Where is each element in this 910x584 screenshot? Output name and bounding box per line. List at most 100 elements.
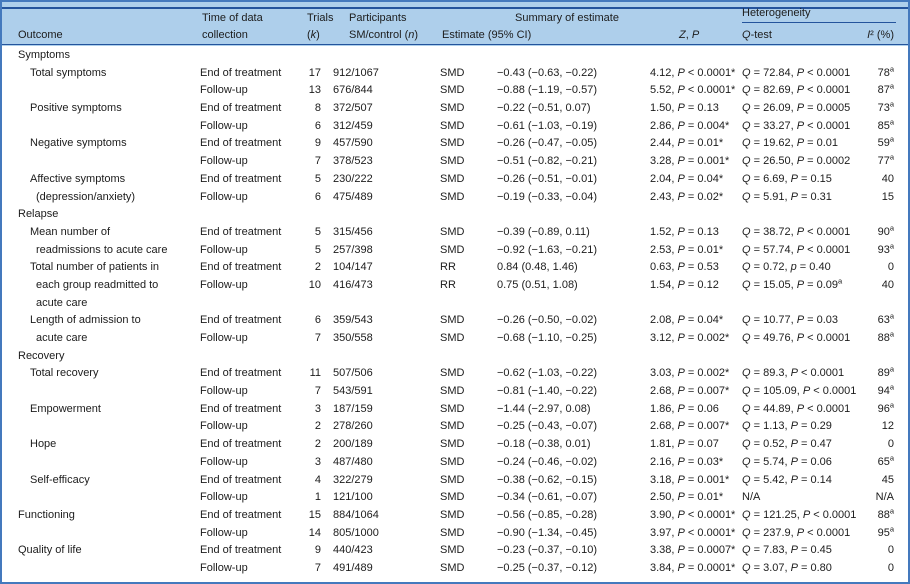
ci-cell: −1.44 (−2.97, 0.08): [497, 401, 650, 419]
outcome-cell-text: Empowerment: [30, 402, 101, 415]
outcome-cell: Empowerment: [16, 401, 200, 419]
participants-cell-text: 475/489: [333, 190, 373, 203]
estimate-type-cell: SMD: [440, 118, 497, 136]
zp-cell: 2.04, P = 0.04*: [650, 171, 742, 189]
time-cell: [200, 295, 303, 313]
ci-cell-text: −0.92 (−1.63, −0.21): [497, 243, 597, 256]
i2-cell: 0: [858, 259, 894, 277]
zp-cell-text: 1.54, P = 0.12: [650, 278, 719, 291]
estimate-type-cell-text: SMD: [440, 243, 465, 256]
qtest-cell: Q = 38.72, P < 0.0001: [742, 224, 858, 242]
trials-cell: 7: [303, 560, 333, 578]
zp-cell: 2.50, P = 0.01*: [650, 489, 742, 507]
trials-cell-text: 3: [314, 455, 321, 468]
zp-cell-text: 3.84, P = 0.0001*: [650, 561, 736, 574]
ci-cell: −0.26 (−0.50, −0.02): [497, 312, 650, 330]
estimate-type-cell: RR: [440, 277, 497, 295]
estimate-type-cell: SMD: [440, 312, 497, 330]
participants-cell: 350/558: [333, 330, 440, 348]
zp-cell: 2.86, P = 0.004*: [650, 118, 742, 136]
participants-cell: [333, 295, 440, 313]
ci-cell: −0.56 (−0.85, −0.28): [497, 507, 650, 525]
trials-cell-text: 1: [314, 491, 321, 504]
trials-cell-text: 11: [309, 367, 321, 380]
ci-cell-text: −0.22 (−0.51, 0.07): [497, 102, 591, 115]
ci-cell-text: −0.18 (−0.38, 0.01): [497, 438, 591, 451]
time-cell: Follow-up: [200, 383, 303, 401]
qtest-cell-text: Q = 10.77, P = 0.03: [742, 314, 839, 327]
trials-cell-text: 7: [314, 332, 321, 344]
participants-cell: 487/480: [333, 454, 440, 472]
superscript-a: a: [889, 400, 894, 410]
zp-cell: 1.86, P = 0.06: [650, 401, 742, 419]
outcome-cell: Affective symptoms: [16, 171, 200, 189]
zp-cell: 2.43, P = 0.02*: [650, 189, 742, 207]
trials-cell-text: 6: [314, 190, 321, 203]
participants-cell-text: 507/506: [333, 367, 373, 380]
participants-cell: 475/489: [333, 189, 440, 207]
ci-cell-text: −0.39 (−0.89, 0.11): [497, 225, 590, 238]
zp-cell-text: 2.50, P = 0.01*: [650, 491, 724, 504]
superscript-a: a: [838, 276, 843, 286]
zp-cell-text: 2.44, P = 0.01*: [650, 137, 724, 150]
time-cell-text: Follow-up: [200, 332, 248, 344]
i2-cell-text: 0: [887, 438, 894, 451]
zp-cell: 1.50, P = 0.13: [650, 100, 742, 118]
trials-cell: 2: [303, 436, 333, 454]
participants-cell-text: 372/507: [333, 102, 373, 115]
trials-cell-text: 5: [314, 172, 321, 185]
trials-cell: 17: [303, 65, 333, 83]
outcome-cell: Mean number of: [16, 224, 200, 242]
table-row: Follow-up 7 491/489 SMD −0.25 (−0.37, −0.12)…: [16, 560, 894, 578]
zp-cell-text: 3.97, P < 0.0001*: [650, 526, 736, 539]
table-row: Relapse: [16, 206, 894, 224]
estimate-type-cell-text: SMD: [440, 508, 465, 521]
time-cell: Follow-up: [200, 525, 303, 543]
outcome-cell: Positive symptoms: [16, 100, 200, 118]
outcome-cell: [16, 82, 200, 100]
qtest-cell: Q = 5.74, P = 0.06: [742, 454, 858, 472]
table-row: Empowerment End of treatment 3 187/159 SMD −1…: [16, 401, 894, 419]
qtest-cell: Q = 0.72, p = 0.40: [742, 259, 858, 277]
time-cell-text: End of treatment: [200, 261, 282, 274]
trials-cell: 7: [303, 153, 333, 171]
col-header-zp: Z, P: [679, 29, 700, 41]
table-row: Total symptoms End of treatment 17 912/1067…: [16, 65, 894, 83]
estimate-type-cell: SMD: [440, 525, 497, 543]
zp-cell-text: 0.63, P = 0.53: [650, 261, 719, 274]
time-cell-text: End of treatment: [200, 367, 282, 380]
i2-cell: N/A: [858, 489, 894, 507]
i2-cell: 45: [858, 472, 894, 490]
time-cell: Follow-up: [200, 118, 303, 136]
trials-cell: 5: [303, 171, 333, 189]
superscript-a: a: [889, 506, 894, 516]
i2-cell-text: 0: [887, 561, 894, 574]
qtest-cell: [742, 348, 858, 366]
outcome-cell-text: Relapse: [18, 208, 59, 221]
outcome-cell-text: Total number of patients in: [30, 261, 160, 274]
i2-cell: 93a: [858, 242, 894, 260]
qtest-cell-text: Q = 33.27, P < 0.0001: [742, 119, 851, 132]
ci-cell-text: −0.26 (−0.47, −0.05): [497, 137, 597, 150]
qtest-cell: [742, 206, 858, 224]
trials-cell-text: 14: [308, 526, 321, 539]
participants-cell-text: 912/1067: [333, 66, 379, 79]
table-row: Total number of patients in End of treatm…: [16, 259, 894, 277]
estimate-type-cell-text: SMD: [440, 402, 465, 415]
i2-cell: 15: [858, 189, 894, 207]
outcome-cell: Total symptoms: [16, 65, 200, 83]
zp-cell: 1.52, P = 0.13: [650, 224, 742, 242]
outcome-cell: [16, 454, 200, 472]
time-cell-text: End of treatment: [200, 137, 282, 150]
table-row: Follow-up 13 676/844 SMD −0.88 (−1.19, −0.57…: [16, 82, 894, 100]
ci-cell-text: −0.90 (−1.34, −0.45): [497, 526, 597, 539]
qtest-cell: [742, 295, 858, 313]
time-cell: [200, 348, 303, 366]
estimate-type-cell-text: SMD: [440, 385, 465, 398]
col-header-estimate: Estimate (95% CI): [442, 29, 532, 41]
time-cell: Follow-up: [200, 560, 303, 578]
qtest-cell-text: Q = 26.50, P = 0.0002: [742, 155, 851, 168]
zp-cell: 2.53, P = 0.01*: [650, 242, 742, 260]
qtest-cell-text: N/A: [742, 491, 761, 504]
ci-cell: −0.23 (−0.37, −0.10): [497, 542, 650, 560]
